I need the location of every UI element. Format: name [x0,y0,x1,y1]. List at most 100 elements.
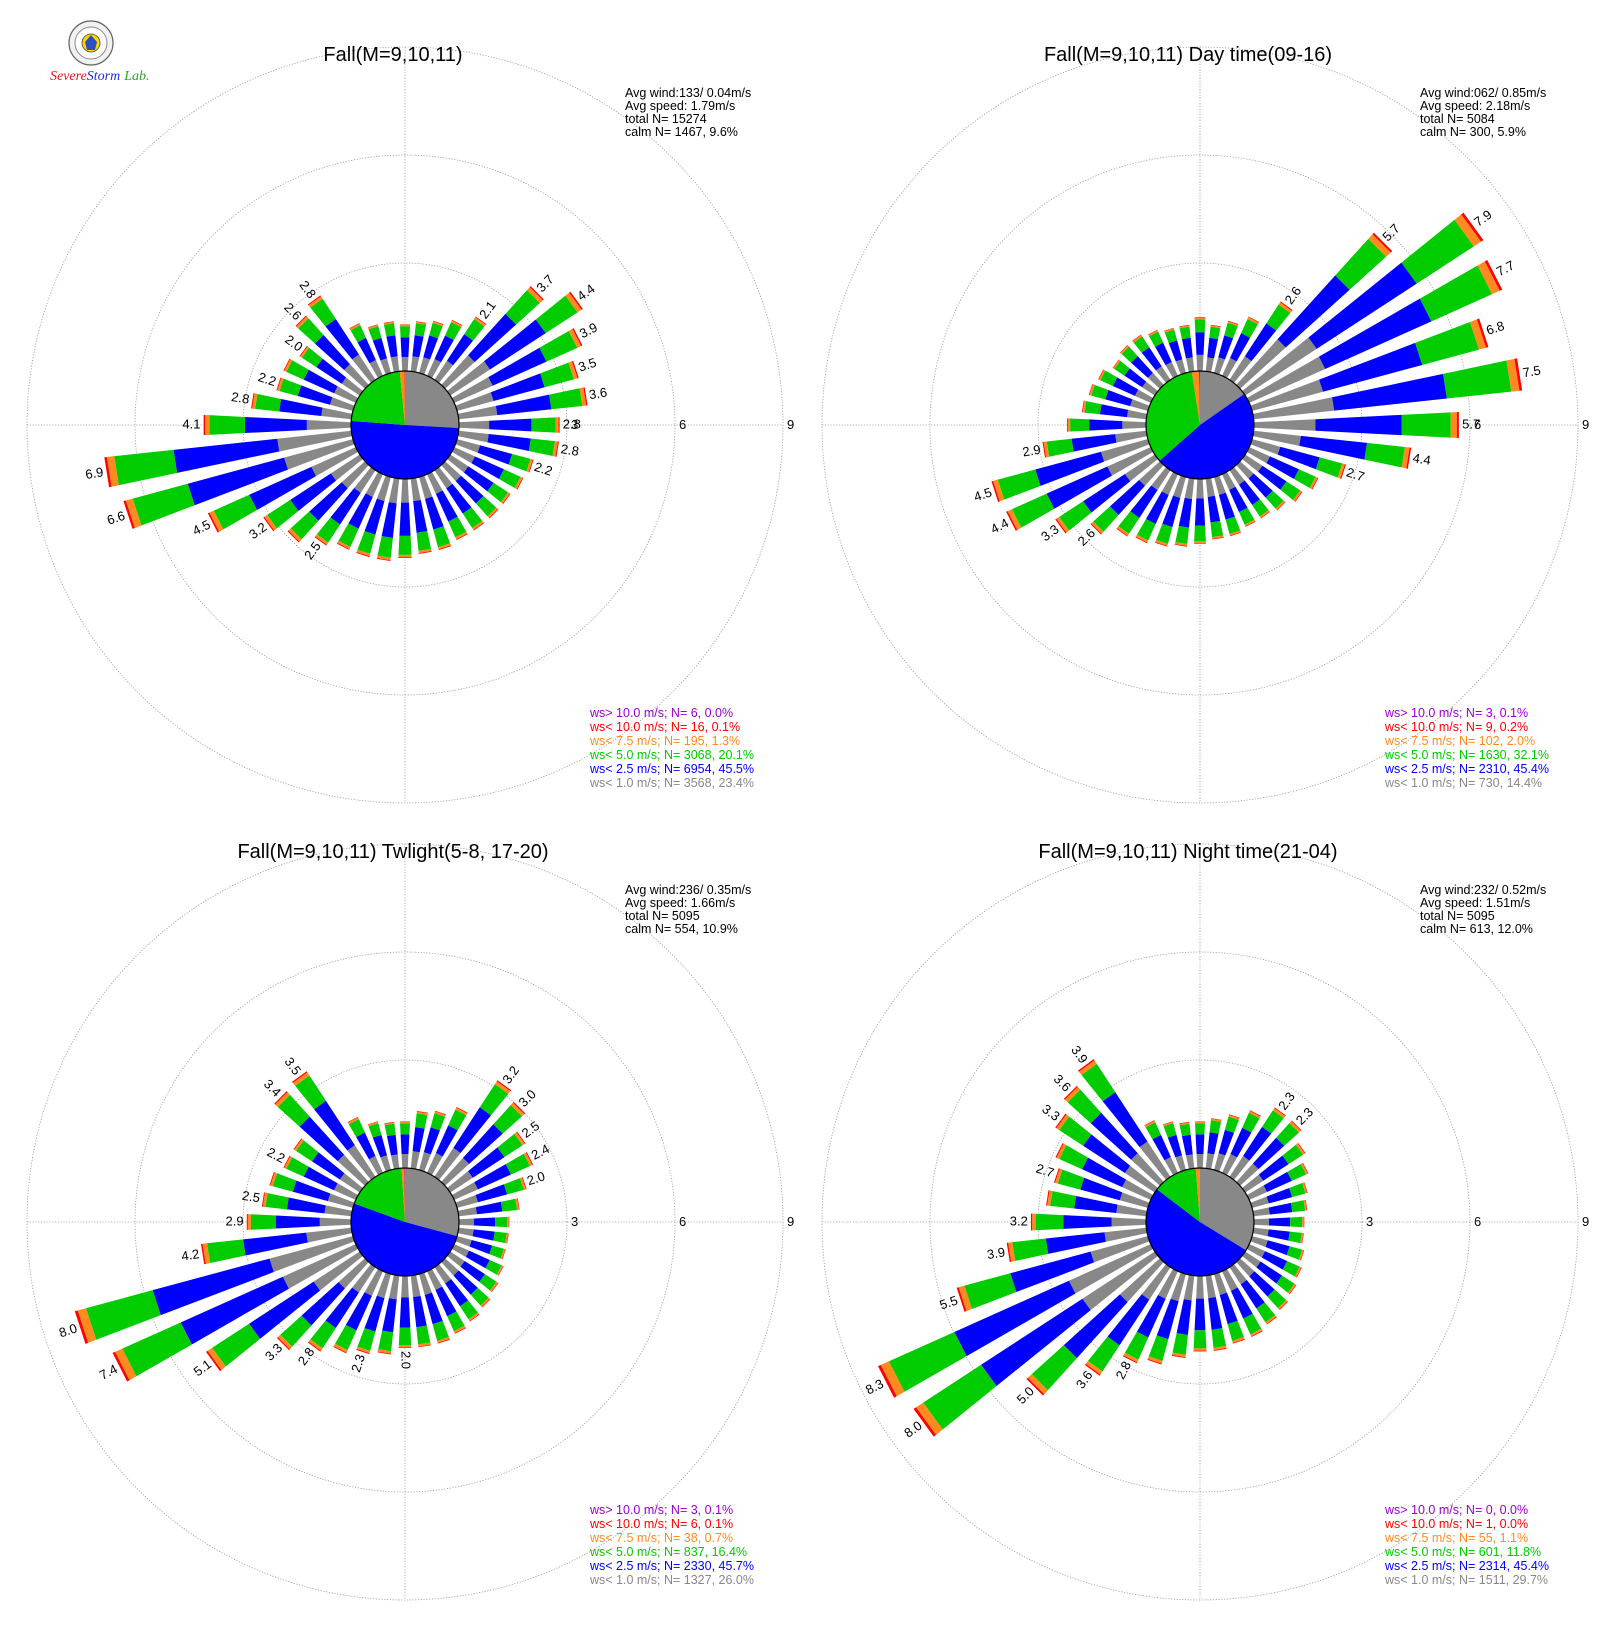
bar-value-label: 2.6 [1075,525,1098,548]
panel-title: Fall(M=9,10,11) Day time(09-16) [1044,44,1332,66]
bar-segment-ws-lt-2-5 [279,399,322,416]
bar-segment-ws-lt-2-5 [387,1135,398,1156]
bar-segment-ws-lt-1 [402,1154,409,1168]
bar-segment-ws-lt-5 [133,484,195,526]
bar-value-label: 2.8 [230,389,250,407]
bar-value-label: 2.2 [256,369,278,389]
bar-segment-ws-lt-2-5 [1195,498,1205,525]
bar-segment-ws-lt-2-5 [1195,332,1204,355]
legend-entry: ws< 2.5 m/s; N= 2310, 45.4% [1384,762,1549,776]
legend-entry: ws< 1.0 m/s; N= 1327, 26.0% [589,1573,754,1587]
panel-title: Fall(M=9,10,11) Twlight(5-8, 17-20) [237,841,548,863]
bar-segment-ws-lt-1 [380,1155,391,1171]
bar-value-label: 2.7 [1034,1161,1056,1181]
legend-entry: ws< 5.0 m/s; N= 3068, 20.1% [589,748,754,762]
bar-segment-ws-lt-1 [380,358,391,374]
legend-entry: ws< 2.5 m/s; N= 2314, 45.4% [1384,1559,1549,1573]
bar-segment-ws-lt-2-5 [1315,415,1401,435]
legend-entry: ws< 1.0 m/s; N= 730, 14.4% [1384,776,1542,790]
bar-segment-ws-lt-1 [1186,1154,1194,1169]
ring-label: 9 [787,1214,794,1229]
calm-pie-slice [351,421,459,479]
bar-value-label: 2.0 [399,1351,414,1369]
bar-value-label: 4.2 [180,1246,200,1264]
bar-value-label: 3.9 [1068,1043,1091,1066]
bar-segment-ws-lt-5 [417,531,431,551]
stats-line: Avg wind:133/ 0.04m/s [625,86,751,100]
bar-segment-ws-lt-5 [964,1273,1016,1309]
ring-label: 9 [1582,1214,1589,1229]
bar-segment-ws-lt-1 [1112,1218,1147,1227]
bar-segment-ws-lt-10 [509,1217,510,1227]
bar-segment-ws-lt-1 [419,357,430,374]
legend-entry: ws> 10.0 m/s; N= 6, 0.0% [589,706,733,720]
legend-entry: ws< 5.0 m/s; N= 837, 16.4% [589,1545,747,1559]
ring-label: 9 [1582,417,1589,432]
bar-segment-ws-lt-5 [493,1232,506,1243]
bar-segment-ws-lt-7-5 [248,1214,251,1230]
bar-segment-ws-lt-7-5 [399,1345,412,1347]
bar-segment-ws-lt-5 [1173,1333,1188,1355]
bar-value-label: 6.9 [84,464,104,482]
brand-part: Lab. [123,69,149,84]
bar-segment-ws-lt-1 [1206,1275,1216,1298]
bar-segment-ws-lt-1 [402,357,409,371]
seal-icon [68,20,114,66]
bar-segment-ws-lt-5 [400,1123,410,1134]
panel-title: Fall(M=9,10,11) [323,44,462,66]
bar-segment-ws-lt-1 [455,1236,471,1247]
bar-segment-ws-lt-5 [1291,1200,1305,1212]
bar-segment-ws-lt-2-5 [382,502,397,538]
bar-value-label: 5.1 [191,1356,214,1379]
bar-segment-ws-lt-5 [549,388,582,409]
bar-value-label: 2.8 [295,1345,318,1368]
bar-value-label: 2.7 [1345,464,1367,484]
bar-value-label: 8.0 [901,1418,924,1441]
ring-label: 3 [571,1214,578,1229]
bar-value-label: 7.9 [1471,207,1494,230]
bar-segment-ws-lt-5 [1364,443,1404,468]
bar-value-label: 3.6 [1051,1071,1074,1094]
legend-entry: ws< 10.0 m/s; N= 9, 0.2% [1384,720,1528,734]
bar-segment-ws-lt-5 [1012,1239,1048,1261]
bar-segment-ws-lt-2-5 [245,417,307,433]
bar-segment-ws-lt-5 [1175,526,1189,544]
stats-line: Avg speed: 1.51m/s [1420,896,1530,910]
bar-segment-ws-lt-5 [1195,319,1206,332]
ring-label: 6 [679,417,686,432]
bar-segment-ws-lt-7-5 [1195,318,1206,320]
legend-entry: ws< 5.0 m/s; N= 1630, 32.1% [1384,748,1549,762]
ring-label: 3 [1366,1214,1373,1229]
bar-value-label: 2.9 [1021,442,1041,460]
brand-part: S [50,69,57,84]
bar-segment-ws-lt-2-5 [1269,1203,1293,1215]
bar-segment-ws-lt-5 [114,450,177,485]
bar-segment-ws-lt-5 [210,415,245,435]
bar-value-label: 3.5 [576,355,598,375]
bar-segment-ws-lt-2-5 [476,1202,503,1214]
bar-segment-ws-lt-5 [1194,1330,1207,1348]
bar-value-label: 3.3 [262,1340,285,1363]
stats-line: total N= 15274 [625,112,707,126]
bar-value-label: 2.5 [241,1188,261,1206]
bar-segment-ws-lt-2-5 [400,1298,411,1328]
legend-entry: ws> 10.0 m/s; N= 3, 0.1% [1384,706,1528,720]
bar-segment-ws-lt-5 [1195,1123,1205,1134]
bar-segment-ws-lt-10 [1195,317,1206,318]
bar-segment-ws-lt-2-5 [1182,1135,1193,1156]
bar-segment-ws-lt-2-5 [1207,338,1218,359]
bar-value-label: 2.5 [519,1118,542,1141]
bar-segment-ws-lt-1 [1214,1153,1225,1171]
bar-value-label: 2.1 [476,298,499,321]
bar-value-label: 3.9 [577,320,600,342]
bar-segment-ws-lt-5 [416,1326,430,1345]
bar-segment-ws-lt-10 [1194,543,1206,544]
bar-segment-ws-lt-5 [399,1328,411,1345]
bar-segment-ws-lt-1 [401,479,409,503]
bar-value-label: 2.3 [1275,1089,1298,1112]
bar-segment-ws-lt-2-5 [1196,1134,1205,1154]
bar-segment-ws-lt-1 [411,1151,420,1169]
